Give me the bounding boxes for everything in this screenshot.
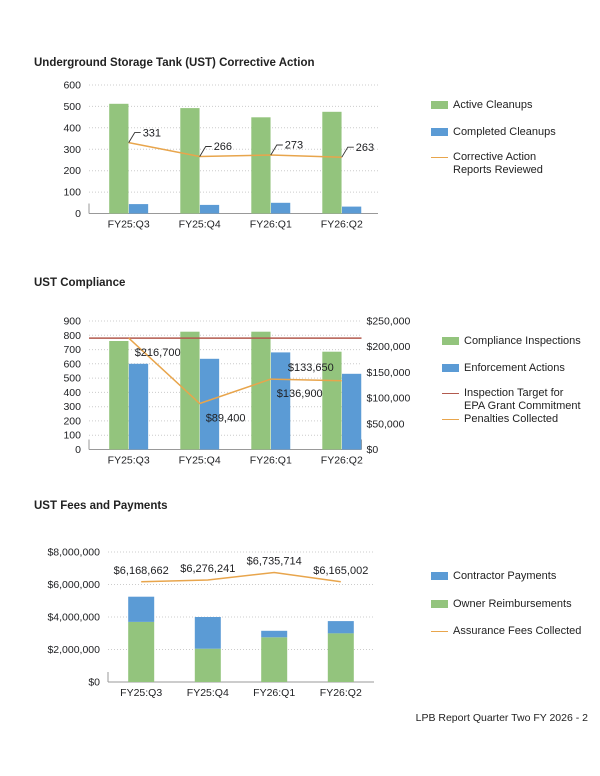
svg-text:$6,735,714: $6,735,714 [247,556,302,568]
svg-text:FY25:Q4: FY25:Q4 [179,219,221,231]
svg-text:$0: $0 [88,677,100,689]
svg-text:266: 266 [214,141,232,153]
svg-text:100: 100 [63,430,81,442]
svg-text:$8,000,000: $8,000,000 [47,547,100,559]
svg-text:600: 600 [63,358,81,370]
svg-text:$89,400: $89,400 [206,413,246,425]
svg-text:FY25:Q4: FY25:Q4 [179,455,221,467]
svg-text:$6,276,241: $6,276,241 [180,563,235,575]
svg-text:500: 500 [63,101,81,113]
svg-text:$216,700: $216,700 [135,347,181,359]
svg-text:400: 400 [63,122,81,134]
svg-text:331: 331 [143,127,161,139]
svg-text:FY25:Q3: FY25:Q3 [108,219,150,231]
svg-text:400: 400 [63,387,81,399]
svg-text:$6,000,000: $6,000,000 [47,579,100,591]
svg-text:FY26:Q1: FY26:Q1 [253,687,295,699]
svg-text:FY26:Q2: FY26:Q2 [321,219,363,231]
svg-text:273: 273 [285,140,303,152]
svg-text:$6,165,002: $6,165,002 [313,565,368,577]
svg-text:FY25:Q3: FY25:Q3 [108,455,150,467]
svg-text:FY25:Q4: FY25:Q4 [187,687,229,699]
svg-text:FY26:Q2: FY26:Q2 [320,687,362,699]
svg-text:700: 700 [63,344,81,356]
svg-text:900: 900 [63,316,81,328]
svg-text:FY25:Q3: FY25:Q3 [120,687,162,699]
svg-text:0: 0 [75,444,81,456]
svg-text:$50,000: $50,000 [367,418,405,430]
svg-text:$6,168,662: $6,168,662 [114,565,169,577]
svg-text:800: 800 [63,330,81,342]
svg-text:300: 300 [63,401,81,413]
svg-text:600: 600 [63,80,81,92]
svg-text:FY26:Q2: FY26:Q2 [321,455,363,467]
svg-text:0: 0 [75,208,81,220]
svg-text:500: 500 [63,373,81,385]
svg-text:$0: $0 [367,444,379,456]
svg-text:200: 200 [63,415,81,427]
svg-text:$150,000: $150,000 [367,367,411,379]
svg-text:263: 263 [356,142,374,154]
svg-text:$133,650: $133,650 [288,362,334,374]
svg-text:FY26:Q1: FY26:Q1 [250,219,292,231]
svg-text:100: 100 [63,187,81,199]
svg-text:$250,000: $250,000 [367,316,411,328]
svg-text:$200,000: $200,000 [367,341,411,353]
svg-text:$136,900: $136,900 [277,388,323,400]
svg-text:FY26:Q1: FY26:Q1 [250,455,292,467]
svg-text:$100,000: $100,000 [367,393,411,405]
svg-text:300: 300 [63,144,81,156]
svg-text:200: 200 [63,165,81,177]
svg-text:$4,000,000: $4,000,000 [47,612,100,624]
svg-text:$2,000,000: $2,000,000 [47,644,100,656]
